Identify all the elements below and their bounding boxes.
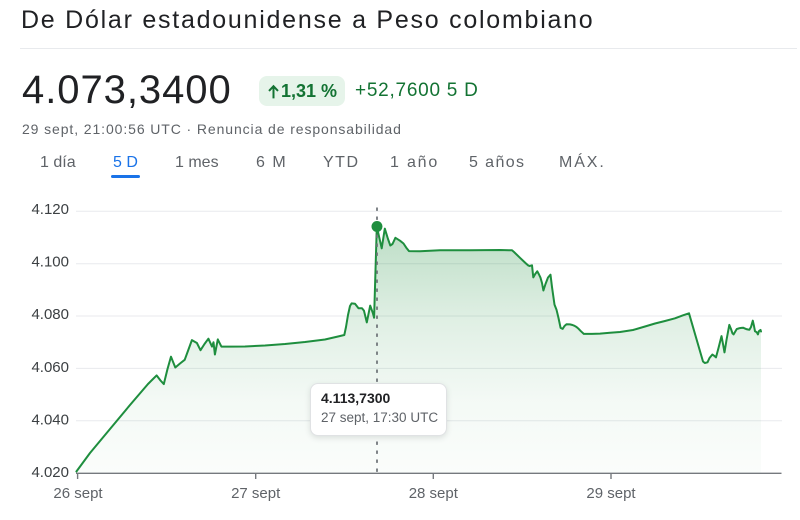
svg-text:4.060: 4.060: [31, 359, 69, 376]
svg-text:4.040: 4.040: [31, 411, 69, 428]
svg-text:28 sept: 28 sept: [409, 485, 459, 502]
svg-text:26 sept: 26 sept: [53, 485, 103, 502]
svg-text:4.020: 4.020: [31, 464, 69, 481]
svg-text:4.100: 4.100: [31, 254, 69, 271]
svg-text:4.120: 4.120: [31, 201, 69, 218]
svg-text:4.080: 4.080: [31, 306, 69, 323]
svg-text:27 sept: 27 sept: [231, 485, 281, 502]
svg-text:29 sept: 29 sept: [586, 485, 636, 502]
